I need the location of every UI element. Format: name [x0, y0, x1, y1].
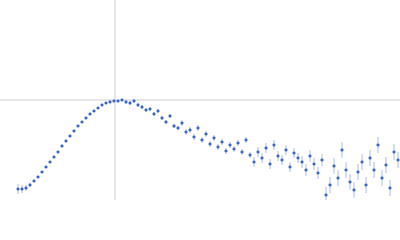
point	[40, 170, 44, 174]
point	[300, 160, 304, 164]
point	[176, 126, 180, 130]
point	[156, 109, 160, 113]
point	[168, 114, 172, 118]
point	[268, 162, 272, 166]
point	[48, 160, 52, 164]
point	[324, 193, 328, 197]
point	[72, 129, 76, 133]
point	[244, 138, 248, 142]
point	[336, 176, 340, 180]
point	[120, 98, 124, 102]
point	[124, 100, 128, 104]
point	[364, 183, 368, 187]
point	[260, 156, 264, 160]
point	[116, 99, 120, 103]
point	[376, 143, 380, 147]
point	[316, 171, 320, 175]
point	[20, 187, 24, 191]
point	[164, 120, 168, 124]
point	[292, 151, 296, 155]
point	[340, 148, 344, 152]
point	[308, 154, 312, 158]
point	[84, 116, 88, 120]
point	[184, 130, 188, 134]
point	[80, 120, 84, 124]
point	[44, 165, 48, 169]
point	[92, 109, 96, 113]
point	[328, 183, 332, 187]
point	[32, 179, 36, 183]
point	[188, 128, 192, 132]
point	[236, 141, 240, 145]
point	[208, 142, 212, 146]
point	[28, 183, 32, 187]
point	[16, 187, 20, 191]
point	[224, 149, 228, 153]
point	[256, 150, 260, 154]
point	[232, 147, 236, 151]
point	[24, 186, 28, 190]
point	[192, 135, 196, 139]
point	[380, 176, 384, 180]
point	[100, 103, 104, 107]
point	[140, 105, 144, 109]
point	[160, 116, 164, 120]
point	[280, 158, 284, 162]
point	[172, 124, 176, 128]
point	[356, 170, 360, 174]
point	[68, 134, 72, 138]
point	[96, 106, 100, 110]
point	[204, 132, 208, 136]
chart	[0, 0, 400, 200]
point	[128, 101, 132, 105]
point	[348, 180, 352, 184]
point	[360, 160, 364, 164]
point	[196, 126, 200, 130]
point	[112, 99, 116, 103]
point	[288, 165, 292, 169]
point	[36, 175, 40, 179]
point	[320, 158, 324, 162]
point	[332, 164, 336, 168]
point	[240, 150, 244, 154]
point	[392, 150, 396, 154]
point	[152, 112, 156, 116]
point	[60, 144, 64, 148]
point	[52, 155, 56, 159]
point	[272, 143, 276, 147]
point	[372, 168, 376, 172]
point	[220, 140, 224, 144]
point	[64, 139, 68, 143]
point	[56, 150, 60, 154]
point	[252, 160, 256, 164]
point	[132, 99, 136, 103]
point	[148, 107, 152, 111]
point	[388, 186, 392, 190]
point	[212, 136, 216, 140]
point	[108, 100, 112, 104]
point	[144, 108, 148, 112]
point	[180, 121, 184, 125]
point	[248, 153, 252, 157]
point	[396, 158, 400, 162]
point	[296, 156, 300, 160]
point	[104, 101, 108, 105]
point	[284, 148, 288, 152]
point	[264, 146, 268, 150]
point	[304, 168, 308, 172]
point	[228, 143, 232, 147]
point	[344, 168, 348, 172]
point	[312, 162, 316, 166]
point	[76, 124, 80, 128]
point	[368, 156, 372, 160]
point	[200, 138, 204, 142]
point	[216, 145, 220, 149]
point	[88, 112, 92, 116]
point	[136, 103, 140, 107]
point	[276, 154, 280, 158]
point	[352, 188, 356, 192]
point	[384, 163, 388, 167]
